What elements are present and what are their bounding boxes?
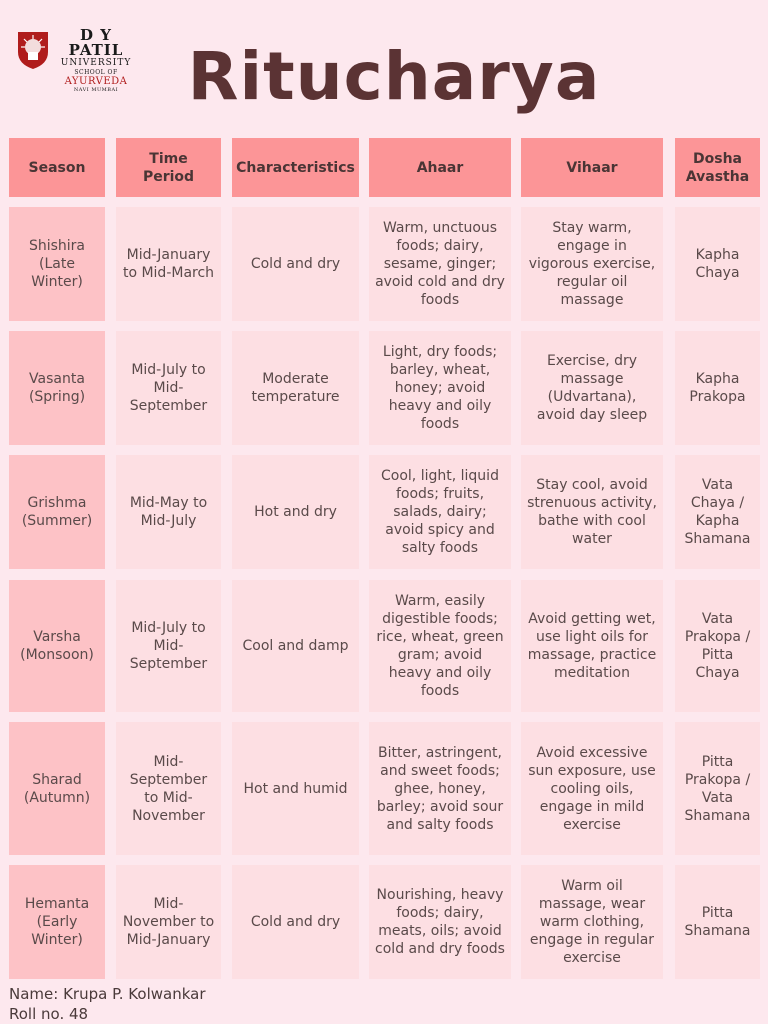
table-cell: Cold and dry xyxy=(232,207,359,321)
table-cell: Exercise, dry massage (Udvartana), avoid… xyxy=(521,331,663,445)
table-cell: Kapha Chaya xyxy=(675,207,760,321)
column-header: Ahaar xyxy=(369,138,511,197)
column-header: Time Period xyxy=(116,138,221,197)
table-cell: Vata Prakopa / Pitta Chaya xyxy=(675,580,760,712)
season-cell: Varsha (Monsoon) xyxy=(9,580,105,712)
season-cell: Sharad (Autumn) xyxy=(9,722,105,855)
table-cell: Mid-July to Mid-September xyxy=(116,331,221,445)
table-cell: Avoid getting wet, use light oils for ma… xyxy=(521,580,663,712)
table-cell: Warm, easily digestible foods; rice, whe… xyxy=(369,580,511,712)
table-cell: Pitta Prakopa / Vata Shamana xyxy=(675,722,760,855)
season-cell: Vasanta (Spring) xyxy=(9,331,105,445)
table-cell: Cool, light, liquid foods; fruits, salad… xyxy=(369,455,511,569)
logo-text: D Y PATIL UNIVERSITY SCHOOL OF AYURVEDA … xyxy=(56,28,136,93)
table-cell: Mid-May to Mid-July xyxy=(116,455,221,569)
table-cell: Mid-January to Mid-March xyxy=(116,207,221,321)
column-header: Season xyxy=(9,138,105,197)
table-cell: Hot and humid xyxy=(232,722,359,855)
footer: Name: Krupa P. Kolwankar Roll no. 48 xyxy=(9,984,206,1024)
university-logo: D Y PATIL UNIVERSITY SCHOOL OF AYURVEDA … xyxy=(16,28,141,93)
table-cell: Kapha Prakopa xyxy=(675,331,760,445)
season-cell: Shishira (Late Winter) xyxy=(9,207,105,321)
university-crest-icon xyxy=(18,32,48,69)
season-cell: Hemanta (Early Winter) xyxy=(9,865,105,979)
table-cell: Pitta Shamana xyxy=(675,865,760,979)
logo-ayurveda: AYURVEDA xyxy=(64,76,128,87)
table-cell: Warm oil massage, wear warm clothing, en… xyxy=(521,865,663,979)
table-cell: Moderate temperature xyxy=(232,331,359,445)
season-cell: Grishma (Summer) xyxy=(9,455,105,569)
table-cell: Nourishing, heavy foods; dairy, meats, o… xyxy=(369,865,511,979)
table-cell: Avoid excessive sun exposure, use coolin… xyxy=(521,722,663,855)
column-header: Dosha Avastha xyxy=(675,138,760,197)
table-cell: Vata Chaya / Kapha Shamana xyxy=(675,455,760,569)
table-cell: Cold and dry xyxy=(232,865,359,979)
table-cell: Warm, unctuous foods; dairy, sesame, gin… xyxy=(369,207,511,321)
logo-university: UNIVERSITY xyxy=(60,58,132,68)
author-name: Name: Krupa P. Kolwankar xyxy=(9,985,206,1003)
table-cell: Mid-November to Mid-January xyxy=(116,865,221,979)
table-cell: Mid-September to Mid-November xyxy=(116,722,221,855)
table-cell: Hot and dry xyxy=(232,455,359,569)
table-cell: Bitter, astringent, and sweet foods; ghe… xyxy=(369,722,511,855)
table-cell: Stay cool, avoid strenuous activity, bat… xyxy=(521,455,663,569)
column-header: Characteristics xyxy=(232,138,359,197)
logo-name: D Y PATIL xyxy=(68,26,124,59)
page-title: Ritucharya xyxy=(187,38,601,115)
table-cell: Cool and damp xyxy=(232,580,359,712)
table-cell: Mid-July to Mid-September xyxy=(116,580,221,712)
logo-location: NAVI MUMBAI xyxy=(73,87,119,93)
column-header: Vihaar xyxy=(521,138,663,197)
table-cell: Light, dry foods; barley, wheat, honey; … xyxy=(369,331,511,445)
table-cell: Stay warm, engage in vigorous exercise, … xyxy=(521,207,663,321)
roll-number: Roll no. 48 xyxy=(9,1005,89,1023)
logo-school: SCHOOL OF xyxy=(74,69,118,76)
